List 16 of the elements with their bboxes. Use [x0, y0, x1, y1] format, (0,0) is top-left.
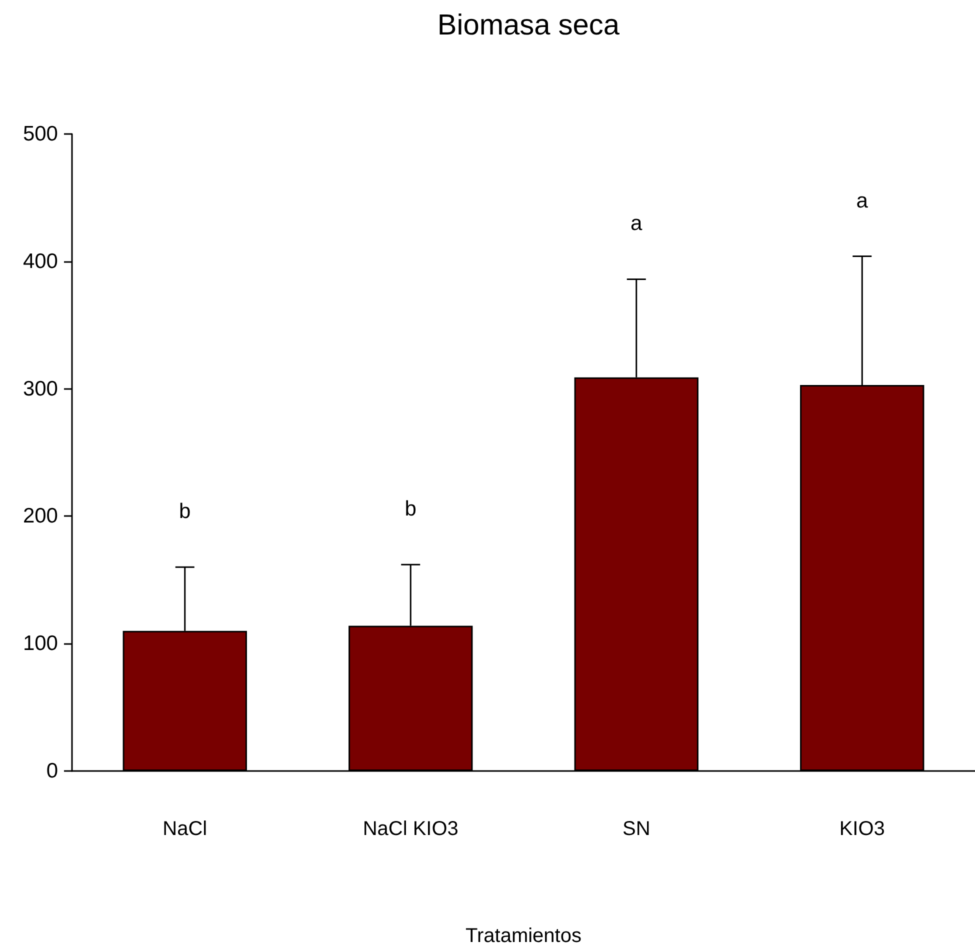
y-tick-label: 100 — [22, 632, 58, 656]
annotation: a — [630, 212, 643, 236]
x-tick-label: NaCl KIO3 — [362, 818, 458, 840]
x-tick-label: SN — [622, 818, 650, 840]
y-tick-label: 500 — [22, 122, 58, 146]
x-tick-label: KIO3 — [839, 818, 885, 840]
annotation: b — [404, 498, 416, 521]
annotation: b — [179, 500, 191, 524]
x-tick-label: NaCl — [162, 818, 208, 840]
chart-title: Biomasa seca — [437, 10, 620, 42]
y-tick-label: 400 — [22, 250, 58, 273]
annotation: a — [856, 189, 868, 212]
y-tick-label: 200 — [22, 504, 58, 528]
y-tick-label: 300 — [22, 377, 58, 400]
x-axis-title: Tratamientos — [466, 925, 582, 947]
y-tick-label: 0 — [46, 760, 58, 782]
